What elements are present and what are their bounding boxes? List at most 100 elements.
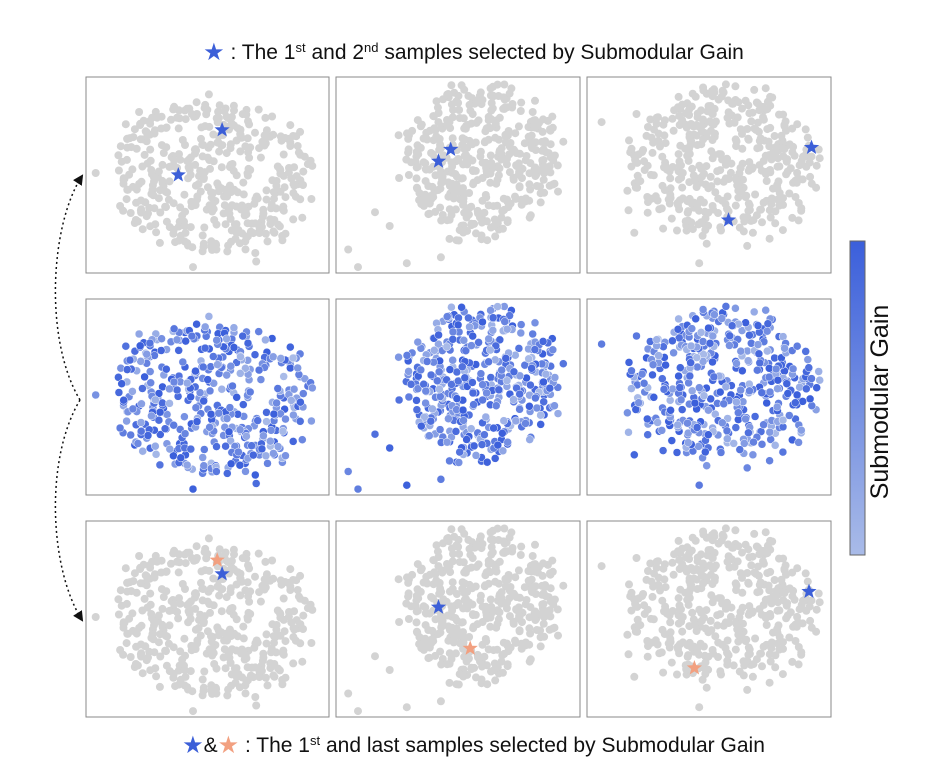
scatter-point <box>215 101 224 110</box>
scatter-point <box>738 548 746 557</box>
scatter-point <box>517 98 526 107</box>
scatter-point <box>454 535 463 544</box>
scatter-point <box>155 682 164 691</box>
scatter-point <box>212 335 221 345</box>
scatter-point <box>269 632 278 641</box>
scatter-point <box>230 565 238 574</box>
scatter-point <box>779 554 788 563</box>
scatter-point <box>493 440 503 450</box>
scatter-point <box>624 206 633 215</box>
scatter-point <box>128 609 137 618</box>
scatter-point <box>215 545 224 554</box>
scatter-point <box>491 577 500 586</box>
scatter-point <box>154 167 163 176</box>
scatter-point <box>669 126 678 135</box>
scatter-point <box>739 619 747 628</box>
scatter-point <box>215 591 224 600</box>
scatter-point <box>298 435 307 444</box>
scatter-point <box>525 180 534 189</box>
scatter-point <box>140 372 149 382</box>
scatter-point <box>136 579 145 588</box>
scatter-point <box>728 99 737 108</box>
scatter-point <box>723 648 731 657</box>
scatter-point <box>732 359 741 368</box>
scatter-point <box>213 138 222 147</box>
scatter-point <box>667 658 676 667</box>
scatter-point <box>757 166 766 175</box>
scatter-point <box>807 623 816 632</box>
scatter-point <box>435 578 444 587</box>
scatter-point <box>200 322 210 332</box>
scatter-point <box>516 107 525 115</box>
scatter-point <box>251 249 260 257</box>
scatter-point <box>436 392 445 401</box>
scatter-point <box>262 417 271 426</box>
scatter-point <box>467 341 476 350</box>
scatter-point <box>763 569 772 578</box>
scatter-point <box>751 634 760 643</box>
scatter-point <box>668 163 677 171</box>
scatter-point <box>486 622 495 631</box>
scatter-point <box>491 401 501 410</box>
scatter-point <box>684 216 693 225</box>
scatter-point <box>709 594 718 603</box>
scatter-point <box>530 123 539 132</box>
scatter-point <box>624 428 633 437</box>
scatter-point <box>815 375 824 385</box>
scatter-point <box>783 389 793 398</box>
scatter-point <box>654 573 663 582</box>
scatter-point <box>429 136 438 145</box>
scatter-point <box>725 563 734 572</box>
scatter-point <box>199 396 208 406</box>
scatter-point <box>145 367 155 376</box>
scatter-point <box>448 335 458 344</box>
scatter-point <box>251 572 259 581</box>
scatter-point <box>459 628 467 637</box>
scatter-point <box>759 115 768 124</box>
scatter-point <box>281 451 290 460</box>
scatter-point <box>643 208 652 217</box>
scatter-point <box>247 219 256 228</box>
scatter-point <box>708 357 717 367</box>
scatter-point <box>146 589 155 598</box>
scatter-point <box>486 595 495 604</box>
scatter-point <box>771 364 781 374</box>
star-icon: ★ <box>203 39 225 66</box>
scatter-point <box>251 470 260 480</box>
scatter-point <box>286 363 295 373</box>
scatter-point <box>731 423 741 432</box>
scatter-point <box>469 400 478 409</box>
scatter-point <box>436 614 445 623</box>
scatter-point <box>174 666 183 675</box>
scatter-point <box>182 460 192 470</box>
scatter-point <box>770 132 779 140</box>
scatter-point <box>666 184 675 193</box>
scatter-point <box>293 363 302 373</box>
scatter-point <box>770 576 779 584</box>
scatter-point <box>509 367 519 377</box>
scatter-point <box>494 607 503 616</box>
scatter-point <box>263 237 272 246</box>
scatter-point <box>721 604 730 613</box>
scatter-point <box>289 659 298 668</box>
scatter-point <box>421 609 430 618</box>
scatter-point <box>765 650 774 659</box>
scatter-point <box>226 140 235 149</box>
scatter-point <box>454 680 463 689</box>
scatter-point <box>236 352 245 362</box>
scatter-point <box>550 373 560 382</box>
scatter-point <box>151 441 160 451</box>
scatter-point <box>500 524 509 533</box>
scatter-point <box>763 97 772 106</box>
scatter-point <box>793 120 802 129</box>
scatter-point <box>644 123 652 131</box>
scatter-point <box>528 329 537 339</box>
scatter-point <box>298 657 307 666</box>
scatter-point <box>515 389 524 399</box>
scatter-point <box>788 364 798 374</box>
scatter-point <box>791 193 800 201</box>
scatter-point <box>273 442 283 451</box>
scatter-point <box>748 672 757 681</box>
scatter-point <box>695 383 704 392</box>
scatter-point <box>198 362 208 372</box>
